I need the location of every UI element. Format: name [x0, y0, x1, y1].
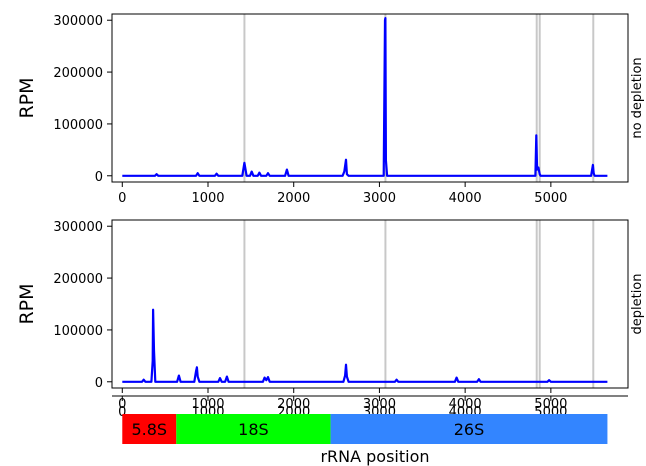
axes-frame	[111, 219, 629, 389]
x-tick-label: 4000	[449, 191, 482, 206]
y-tick-label: 300000	[53, 14, 103, 29]
panel-depletion: 0 1000 2000 3000 4000 5000 0 100000 200000 300000…	[16, 219, 645, 412]
x-tick-label: 0	[118, 191, 126, 206]
panel-no-depletion: 0 1000 2000 3000 4000 5000 0 100000 200000 300000…	[16, 13, 645, 206]
y-tick-label: 100000	[53, 324, 103, 339]
panel-side-label-depletion: depletion	[630, 273, 645, 334]
x-tick-label: 2000	[277, 191, 310, 206]
panel-side-label-no-depletion: no depletion	[630, 57, 645, 138]
segment-label: 26S	[454, 420, 485, 439]
x-tick-label: 2000	[277, 397, 310, 412]
segment-label: 18S	[238, 420, 269, 439]
x-tick-label: 5000	[534, 397, 567, 412]
x-tick-label: 1000	[191, 191, 224, 206]
rrna-annotation-bar: 0 1000 2000 3000 4000 5000 5.8S 18S 26S rRNA posi…	[112, 395, 628, 466]
x-tick-label: 5000	[534, 191, 567, 206]
rpm-series-line	[122, 308, 608, 383]
x-axis-label: rRNA position	[320, 447, 429, 466]
x-tick-label: 3000	[363, 191, 396, 206]
segment-label: 5.8S	[131, 420, 167, 439]
y-tick-label: 0	[95, 376, 103, 391]
x-tick-label: 4000	[449, 397, 482, 412]
y-tick-label: 200000	[53, 66, 103, 81]
x-tick-label: 0	[118, 397, 126, 412]
x-tick-label: 0	[118, 405, 126, 420]
rpm-series-line	[122, 17, 608, 177]
segment-18s	[176, 414, 331, 444]
y-tick-label: 0	[95, 170, 103, 185]
segment-5-8s	[122, 414, 177, 444]
y-tick-label: 300000	[53, 220, 103, 235]
x-tick-label: 3000	[363, 397, 396, 412]
y-axis-label: RPM	[16, 283, 38, 324]
x-tick-label: 1000	[191, 397, 224, 412]
y-tick-label: 100000	[53, 118, 103, 133]
y-tick-label: 200000	[53, 272, 103, 287]
y-axis-label: RPM	[16, 77, 38, 118]
axes-frame	[111, 13, 629, 183]
segment-26s	[330, 414, 608, 444]
